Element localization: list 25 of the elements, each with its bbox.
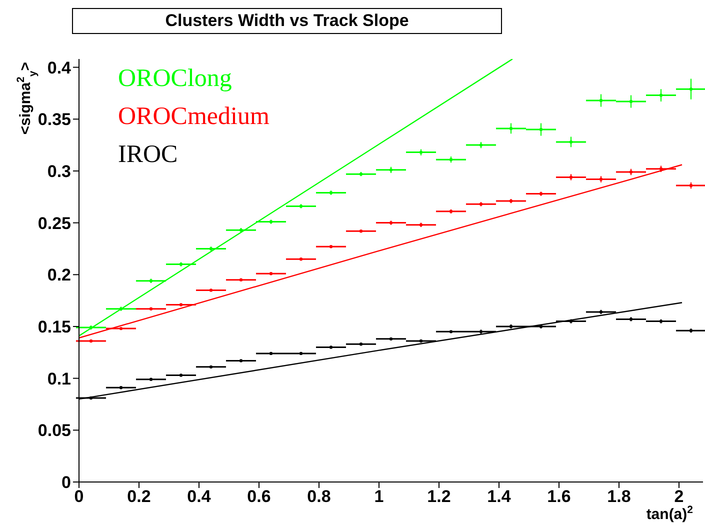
y-tick-label: 0.25	[38, 214, 71, 233]
x-tick-label: 1.8	[607, 487, 631, 506]
text: IROC	[118, 140, 179, 170]
text: OROCmedium	[118, 102, 270, 132]
y-tick-label: 0.4	[47, 58, 72, 78]
text: OROClong	[118, 64, 233, 94]
y-tick-label: 0.3	[47, 162, 71, 182]
x-tick-label: 1.4	[487, 487, 512, 506]
y-tick-label: 0.35	[38, 110, 71, 130]
x-tick-label: 1.6	[547, 487, 571, 506]
y-tick-label: 0.05	[38, 421, 71, 440]
y-tick-label: 0.2	[47, 266, 71, 285]
y-tick-label: 0.15	[38, 318, 71, 337]
x-tick-label: 0.6	[247, 487, 271, 506]
x-tick-label: 0.4	[187, 487, 212, 506]
x-tick-label: 2	[674, 487, 684, 506]
y-tick-label: 0.1	[47, 369, 71, 388]
x-axis-title: tan(a)$^{2}$	[646, 504, 694, 523]
x-tick-label: 1.2	[427, 487, 451, 506]
chart-title: Clusters Width vs Track Slope	[72, 8, 502, 34]
x-tick-label: 0.8	[307, 487, 331, 506]
y-tick-label: 0	[62, 473, 71, 492]
x-tick-label: 0	[74, 487, 84, 506]
x-tick-label: 1	[374, 487, 384, 506]
x-tick-label: 0.2	[127, 487, 151, 506]
